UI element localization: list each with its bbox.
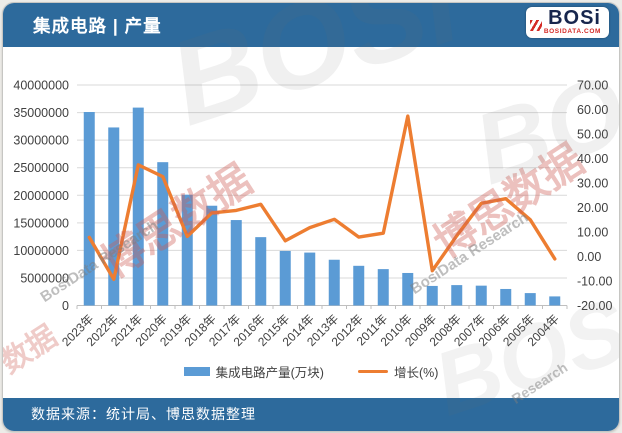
header-bar: 集成电路 | 产量 BOSi BOSIDATA.COM	[3, 3, 619, 47]
bar-2020年	[157, 162, 169, 306]
bar-2004年	[549, 296, 561, 306]
bar-2017年	[230, 220, 242, 306]
legend-label-production: 集成电路产量(万块)	[215, 366, 324, 380]
bar-series-swatch	[183, 367, 210, 376]
line-series-swatch	[357, 369, 388, 374]
combo-chart: 40000000 35000000 30000000 25000000 20000000…	[13, 79, 612, 349]
bar-2008年	[451, 285, 463, 306]
left-axis-label: 25000000	[13, 161, 69, 175]
left-axis-label: 35000000	[13, 106, 69, 120]
bar-2014年	[304, 252, 316, 306]
bosi-logo: BOSi BOSIDATA.COM	[525, 7, 609, 38]
right-axis-label: 30.00	[577, 177, 608, 191]
bar-2013年	[328, 259, 340, 306]
bar-2016年	[255, 237, 267, 306]
bar-2012年	[353, 265, 365, 306]
bar-2005年	[524, 293, 536, 306]
right-axis-label: 70.00	[577, 79, 608, 93]
chart-legend: 集成电路产量(万块) 增长(%)	[3, 362, 619, 381]
left-axis-label: 0	[62, 299, 69, 313]
right-axis-label: 20.00	[577, 201, 608, 215]
left-axis-label: 20000000	[13, 189, 69, 203]
bar-2021年	[132, 107, 144, 306]
left-axis-label: 40000000	[13, 79, 69, 93]
legend-label-growth: 增长(%)	[393, 366, 439, 380]
right-axis-label: 50.00	[577, 128, 608, 142]
bar-2009年	[426, 285, 438, 306]
right-axis-label: -10.00	[577, 275, 612, 289]
left-axis-label: 5000000	[20, 271, 69, 285]
bar-2019年	[181, 194, 193, 306]
right-axis-label: -20.00	[577, 299, 612, 313]
growth-line	[87, 114, 557, 282]
right-axis-label: 10.00	[577, 226, 608, 240]
bar-2006年	[500, 288, 512, 306]
bar-2023年	[83, 112, 95, 306]
logo-text: BOSi	[548, 7, 601, 29]
bar-2022年	[108, 127, 120, 306]
left-axis-label: 30000000	[13, 134, 69, 148]
bar-2011年	[377, 269, 389, 306]
legend-item-production: 集成电路产量(万块)	[183, 362, 324, 381]
logo-stripes-icon	[529, 19, 542, 31]
right-axis-label: 60.00	[577, 103, 608, 117]
right-axis-label: 0.00	[577, 250, 601, 264]
bar-2018年	[206, 205, 218, 306]
bar-2015年	[279, 250, 291, 306]
right-axis-label: 40.00	[577, 152, 608, 166]
logo-subtitle: BOSIDATA.COM	[543, 28, 601, 35]
data-source-note: 数据来源：统计局、博思数据整理	[31, 406, 256, 422]
chart-area: 40000000 35000000 30000000 25000000 20000000…	[3, 47, 619, 398]
left-axis-label: 15000000	[13, 216, 69, 230]
legend-item-growth: 增长(%)	[357, 362, 439, 381]
bar-2007年	[475, 285, 487, 306]
bar-2010年	[402, 272, 414, 306]
left-axis-label: 10000000	[13, 244, 69, 258]
footer-bar: 数据来源：统计局、博思数据整理	[3, 398, 619, 431]
page-title: 集成电路 | 产量	[33, 15, 162, 36]
